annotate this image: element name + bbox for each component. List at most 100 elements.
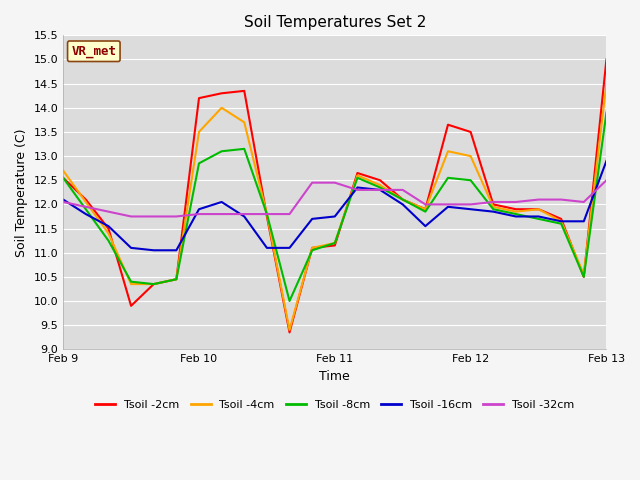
Tsoil -4cm bbox=[82, 199, 90, 205]
Tsoil -4cm bbox=[195, 129, 203, 135]
Tsoil -16cm bbox=[195, 206, 203, 212]
Tsoil -32cm bbox=[353, 187, 361, 193]
Tsoil -32cm bbox=[127, 214, 135, 219]
Tsoil -16cm bbox=[60, 197, 67, 203]
Tsoil -8cm bbox=[241, 146, 248, 152]
Tsoil -2cm bbox=[399, 197, 406, 203]
Y-axis label: Soil Temperature (C): Soil Temperature (C) bbox=[15, 128, 28, 257]
Tsoil -16cm bbox=[285, 245, 293, 251]
Tsoil -16cm bbox=[603, 158, 611, 164]
Tsoil -8cm bbox=[285, 298, 293, 304]
Tsoil -32cm bbox=[285, 211, 293, 217]
Tsoil -4cm bbox=[444, 148, 452, 154]
Tsoil -2cm bbox=[376, 178, 384, 183]
Tsoil -32cm bbox=[557, 197, 565, 203]
Tsoil -32cm bbox=[308, 180, 316, 186]
Tsoil -8cm bbox=[376, 185, 384, 191]
Tsoil -8cm bbox=[331, 240, 339, 246]
Tsoil -2cm bbox=[467, 129, 474, 135]
Tsoil -8cm bbox=[557, 221, 565, 227]
Tsoil -8cm bbox=[444, 175, 452, 180]
Tsoil -4cm bbox=[376, 182, 384, 188]
Tsoil -32cm bbox=[331, 180, 339, 186]
Tsoil -8cm bbox=[150, 281, 157, 287]
Tsoil -16cm bbox=[104, 223, 112, 229]
Tsoil -8cm bbox=[218, 148, 225, 154]
Tsoil -32cm bbox=[534, 197, 542, 203]
Tsoil -2cm bbox=[603, 57, 611, 62]
Tsoil -4cm bbox=[60, 168, 67, 173]
Tsoil -2cm bbox=[557, 216, 565, 222]
Tsoil -32cm bbox=[150, 214, 157, 219]
Line: Tsoil -32cm: Tsoil -32cm bbox=[63, 180, 607, 216]
Tsoil -2cm bbox=[308, 245, 316, 251]
Tsoil -32cm bbox=[82, 204, 90, 210]
Tsoil -32cm bbox=[173, 214, 180, 219]
Tsoil -4cm bbox=[512, 209, 520, 215]
Tsoil -2cm bbox=[580, 274, 588, 280]
Tsoil -2cm bbox=[173, 276, 180, 282]
Tsoil -8cm bbox=[399, 197, 406, 203]
Tsoil -4cm bbox=[263, 211, 271, 217]
Tsoil -32cm bbox=[241, 211, 248, 217]
Tsoil -4cm bbox=[534, 206, 542, 212]
Tsoil -16cm bbox=[353, 185, 361, 191]
Tsoil -2cm bbox=[444, 122, 452, 128]
Tsoil -16cm bbox=[173, 247, 180, 253]
Tsoil -2cm bbox=[263, 214, 271, 219]
Tsoil -32cm bbox=[218, 211, 225, 217]
Tsoil -16cm bbox=[241, 214, 248, 219]
Tsoil -4cm bbox=[218, 105, 225, 111]
Tsoil -8cm bbox=[127, 279, 135, 285]
Tsoil -4cm bbox=[603, 81, 611, 86]
Tsoil -8cm bbox=[353, 175, 361, 180]
Tsoil -16cm bbox=[376, 187, 384, 193]
Tsoil -2cm bbox=[490, 202, 497, 207]
Tsoil -8cm bbox=[534, 216, 542, 222]
Tsoil -16cm bbox=[399, 202, 406, 207]
Tsoil -32cm bbox=[603, 178, 611, 183]
Tsoil -4cm bbox=[467, 153, 474, 159]
Tsoil -2cm bbox=[195, 95, 203, 101]
Tsoil -4cm bbox=[173, 276, 180, 282]
Tsoil -8cm bbox=[603, 110, 611, 116]
Tsoil -2cm bbox=[104, 226, 112, 231]
Text: VR_met: VR_met bbox=[71, 45, 116, 58]
Tsoil -2cm bbox=[82, 197, 90, 203]
Tsoil -16cm bbox=[218, 199, 225, 205]
Tsoil -8cm bbox=[82, 206, 90, 212]
Tsoil -8cm bbox=[173, 276, 180, 282]
Tsoil -16cm bbox=[82, 211, 90, 217]
Tsoil -2cm bbox=[127, 303, 135, 309]
Tsoil -32cm bbox=[580, 199, 588, 205]
Tsoil -2cm bbox=[285, 330, 293, 336]
Tsoil -32cm bbox=[512, 199, 520, 205]
Tsoil -32cm bbox=[399, 187, 406, 193]
Tsoil -16cm bbox=[422, 223, 429, 229]
Tsoil -8cm bbox=[60, 175, 67, 180]
Tsoil -16cm bbox=[150, 247, 157, 253]
X-axis label: Time: Time bbox=[319, 370, 350, 383]
Title: Soil Temperatures Set 2: Soil Temperatures Set 2 bbox=[244, 15, 426, 30]
Tsoil -4cm bbox=[557, 218, 565, 224]
Tsoil -4cm bbox=[104, 230, 112, 236]
Tsoil -2cm bbox=[331, 242, 339, 248]
Tsoil -32cm bbox=[104, 209, 112, 215]
Tsoil -4cm bbox=[422, 206, 429, 212]
Tsoil -8cm bbox=[104, 238, 112, 243]
Tsoil -16cm bbox=[557, 218, 565, 224]
Tsoil -2cm bbox=[422, 206, 429, 212]
Tsoil -16cm bbox=[263, 245, 271, 251]
Tsoil -32cm bbox=[467, 202, 474, 207]
Tsoil -16cm bbox=[512, 214, 520, 219]
Tsoil -4cm bbox=[490, 204, 497, 210]
Tsoil -4cm bbox=[127, 281, 135, 287]
Line: Tsoil -4cm: Tsoil -4cm bbox=[63, 84, 607, 330]
Tsoil -16cm bbox=[490, 209, 497, 215]
Tsoil -4cm bbox=[399, 197, 406, 203]
Tsoil -4cm bbox=[308, 245, 316, 251]
Tsoil -16cm bbox=[467, 206, 474, 212]
Tsoil -16cm bbox=[580, 218, 588, 224]
Tsoil -4cm bbox=[285, 327, 293, 333]
Tsoil -32cm bbox=[195, 211, 203, 217]
